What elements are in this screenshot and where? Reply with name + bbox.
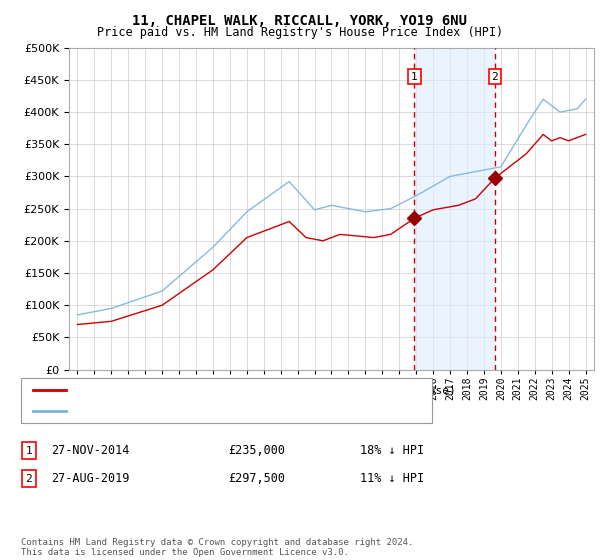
- Text: £235,000: £235,000: [228, 444, 285, 458]
- Bar: [415, 48, 495, 370]
- Text: 2: 2: [491, 72, 499, 82]
- Text: 1: 1: [25, 446, 32, 456]
- Text: Contains HM Land Registry data © Crown copyright and database right 2024.
This d: Contains HM Land Registry data © Crown c…: [21, 538, 413, 557]
- Text: 27-AUG-2019: 27-AUG-2019: [51, 472, 130, 486]
- Text: Price paid vs. HM Land Registry's House Price Index (HPI): Price paid vs. HM Land Registry's House …: [97, 26, 503, 39]
- Text: 1: 1: [411, 72, 418, 82]
- Text: 18% ↓ HPI: 18% ↓ HPI: [360, 444, 424, 458]
- Text: 11% ↓ HPI: 11% ↓ HPI: [360, 472, 424, 486]
- Text: 2: 2: [25, 474, 32, 484]
- Text: 11, CHAPEL WALK, RICCALL, YORK, YO19 6NU (detached house): 11, CHAPEL WALK, RICCALL, YORK, YO19 6NU…: [71, 385, 455, 395]
- Text: £297,500: £297,500: [228, 472, 285, 486]
- Text: 27-NOV-2014: 27-NOV-2014: [51, 444, 130, 458]
- Text: 11, CHAPEL WALK, RICCALL, YORK, YO19 6NU: 11, CHAPEL WALK, RICCALL, YORK, YO19 6NU: [133, 14, 467, 28]
- Text: HPI: Average price, detached house, North Yorkshire: HPI: Average price, detached house, Nort…: [71, 405, 415, 416]
